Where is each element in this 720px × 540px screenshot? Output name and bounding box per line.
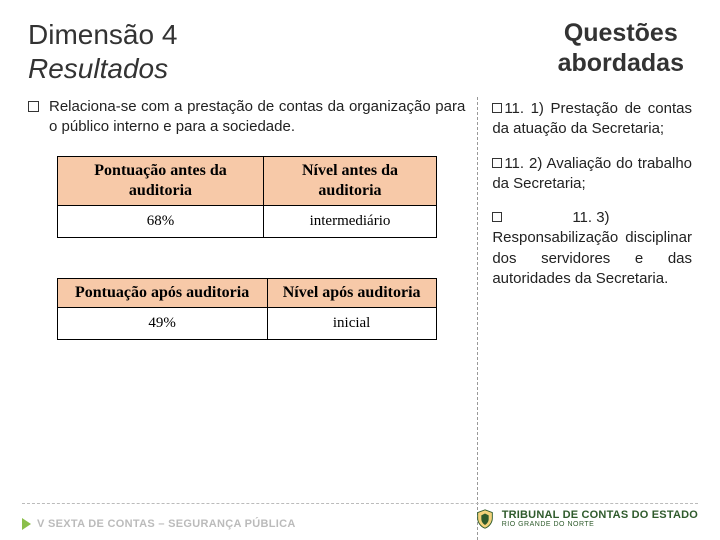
- table-cell: inicial: [267, 307, 436, 339]
- shield-icon: [474, 508, 496, 530]
- right-column: 11. 1) Prestação de contas da atuação da…: [477, 97, 692, 540]
- bullet-square-icon: [492, 158, 502, 168]
- question-num: 11. 2): [504, 155, 542, 172]
- bullet-square-icon: [28, 101, 39, 112]
- title-right-line1: Questões: [558, 18, 684, 48]
- left-column: Relaciona-se com a prestação de contas d…: [28, 97, 477, 540]
- table-header: Pontuação após auditoria: [57, 278, 267, 307]
- table-cell: 49%: [57, 307, 267, 339]
- logo-line1: TRIBUNAL DE CONTAS DO ESTADO: [502, 510, 698, 522]
- header-row: Dimensão 4 Resultados Questões abordadas: [28, 18, 692, 85]
- table-after-audit: Pontuação após auditoria Nível após audi…: [57, 278, 437, 340]
- bullet-square-icon: [492, 212, 502, 222]
- title-right: Questões abordadas: [558, 18, 684, 78]
- table-row: 49% inicial: [57, 307, 436, 339]
- footer-right: TRIBUNAL DE CONTAS DO ESTADO RIO GRANDE …: [474, 508, 698, 530]
- slide: Dimensão 4 Resultados Questões abordadas…: [0, 0, 720, 540]
- bullet-item: Relaciona-se com a prestação de contas d…: [28, 97, 465, 138]
- table-cell: intermediário: [264, 205, 436, 237]
- bullet-text: Relaciona-se com a prestação de contas d…: [49, 97, 465, 138]
- bullet-square-icon: [492, 103, 502, 113]
- tables-wrap: Pontuação antes da auditoria Nível antes…: [28, 156, 465, 340]
- question-num: 11. 1): [504, 100, 544, 117]
- question-text: Responsabilização disciplinar dos servid…: [492, 229, 692, 287]
- table-cell: 68%: [57, 205, 264, 237]
- question-num: 11. 3): [572, 209, 609, 226]
- title-line1: Dimensão 4: [28, 18, 177, 52]
- title-left: Dimensão 4 Resultados: [28, 18, 177, 85]
- table-row: Pontuação após auditoria Nível após audi…: [57, 278, 436, 307]
- question-item: 11. 3) Responsabilização disciplinar dos…: [492, 208, 692, 289]
- table-row: 68% intermediário: [57, 205, 436, 237]
- table-header: Nível após auditoria: [267, 278, 436, 307]
- content-row: Relaciona-se com a prestação de contas d…: [28, 97, 692, 540]
- title-line2: Resultados: [28, 52, 177, 86]
- title-right-line2: abordadas: [558, 48, 684, 78]
- table-row: Pontuação antes da auditoria Nível antes…: [57, 156, 436, 205]
- logo-line2: RIO GRANDE DO NORTE: [502, 521, 698, 528]
- arrow-right-icon: [22, 518, 31, 530]
- footer-divider: [22, 503, 698, 504]
- footer-text: V SEXTA DE CONTAS – SEGURANÇA PÚBLICA: [37, 518, 296, 530]
- question-item: 11. 1) Prestação de contas da atuação da…: [492, 99, 692, 140]
- table-header: Pontuação antes da auditoria: [57, 156, 264, 205]
- footer-logo-text: TRIBUNAL DE CONTAS DO ESTADO RIO GRANDE …: [502, 510, 698, 529]
- footer-left: V SEXTA DE CONTAS – SEGURANÇA PÚBLICA: [22, 518, 296, 530]
- question-item: 11. 2) Avaliação do trabalho da Secretar…: [492, 154, 692, 195]
- footer: V SEXTA DE CONTAS – SEGURANÇA PÚBLICA TR…: [0, 508, 720, 530]
- table-before-audit: Pontuação antes da auditoria Nível antes…: [57, 156, 437, 238]
- table-header: Nível antes da auditoria: [264, 156, 436, 205]
